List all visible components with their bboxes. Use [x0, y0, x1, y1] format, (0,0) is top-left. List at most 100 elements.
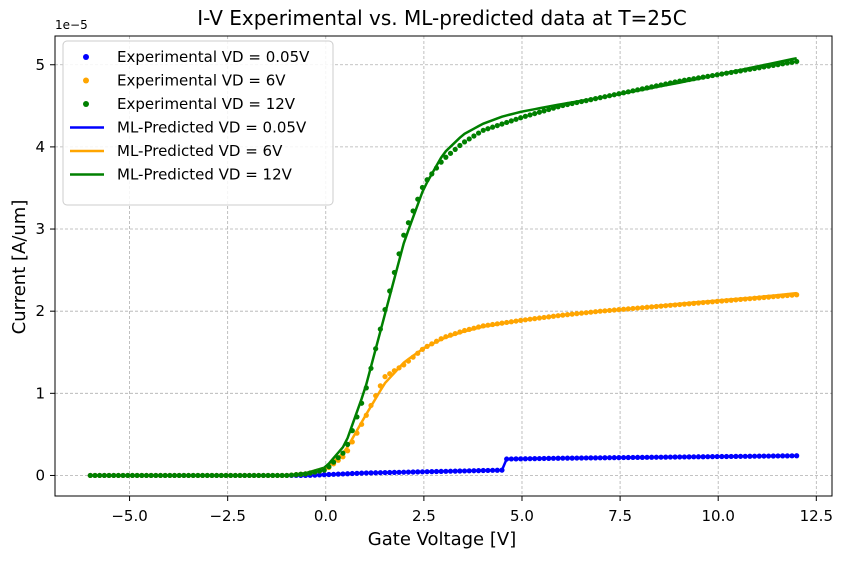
data-point — [766, 294, 772, 300]
data-point — [349, 470, 355, 477]
data-point — [532, 456, 538, 462]
data-point — [326, 464, 332, 470]
data-point — [709, 454, 716, 460]
data-point — [452, 146, 458, 153]
data-point — [115, 472, 121, 479]
data-point — [574, 99, 580, 106]
data-point — [429, 171, 435, 177]
data-point — [185, 472, 192, 479]
data-point — [737, 296, 744, 303]
data-point — [490, 467, 496, 473]
data-point — [461, 327, 468, 334]
data-point — [433, 338, 440, 344]
data-point — [756, 453, 762, 459]
data-point — [443, 154, 449, 160]
data-point — [691, 300, 697, 306]
data-point — [209, 472, 215, 479]
data-point — [686, 76, 692, 83]
data-point — [761, 453, 767, 459]
data-point — [377, 470, 383, 476]
data-point — [125, 472, 131, 479]
data-point — [466, 468, 472, 474]
data-point — [583, 310, 589, 316]
data-point — [106, 472, 112, 479]
data-point — [695, 454, 702, 460]
y-axis-offset-label: 1e−5 — [55, 18, 88, 32]
data-point — [143, 472, 150, 479]
data-point — [794, 453, 800, 459]
data-point — [555, 104, 561, 110]
data-point — [616, 455, 622, 461]
legend-label: Experimental VD = 12V — [117, 95, 296, 113]
y-tick-label: 0 — [35, 466, 45, 484]
legend-label: ML-Predicted VD = 6V — [117, 142, 283, 160]
data-point — [354, 414, 360, 420]
data-point — [494, 321, 500, 327]
data-point — [452, 468, 458, 474]
data-point — [373, 470, 379, 476]
data-point — [345, 471, 351, 477]
plot-data — [87, 56, 800, 479]
data-point — [359, 421, 365, 427]
data-point — [387, 371, 393, 377]
data-point — [616, 307, 622, 313]
legend-label: Experimental VD = 0.05V — [117, 48, 310, 66]
data-point — [326, 471, 332, 478]
data-point — [424, 343, 430, 349]
data-point — [770, 62, 776, 68]
data-point — [256, 472, 262, 479]
data-point — [111, 472, 117, 479]
data-point — [457, 468, 463, 474]
data-point — [471, 133, 477, 139]
x-tick-label: 7.5 — [608, 507, 632, 525]
data-point — [480, 467, 486, 474]
data-point — [522, 317, 528, 323]
data-point — [279, 472, 285, 479]
data-point — [433, 468, 440, 475]
data-point — [251, 472, 257, 479]
data-point — [153, 472, 159, 479]
data-point — [737, 68, 744, 74]
data-point — [714, 298, 720, 305]
data-point — [349, 439, 355, 445]
data-point — [695, 300, 702, 306]
data-point — [635, 454, 641, 461]
data-point — [583, 455, 589, 461]
data-point — [223, 472, 229, 479]
data-point — [546, 106, 552, 113]
data-point — [368, 470, 374, 476]
data-point — [499, 467, 505, 473]
data-point — [714, 72, 720, 78]
data-point — [480, 127, 486, 133]
data-point — [677, 301, 683, 308]
data-point — [485, 467, 491, 474]
data-point — [635, 305, 641, 311]
data-point — [635, 87, 641, 93]
data-point — [672, 454, 678, 460]
data-point — [345, 448, 351, 454]
data-point — [602, 308, 608, 314]
data-point — [555, 313, 561, 319]
data-point — [784, 60, 790, 66]
data-point — [719, 71, 725, 77]
data-point — [522, 456, 528, 462]
data-point — [382, 307, 388, 313]
data-point — [377, 326, 383, 332]
legend: Experimental VD = 0.05V Experimental VD =… — [62, 40, 334, 206]
data-point — [681, 77, 688, 83]
data-point — [452, 330, 458, 337]
data-point — [415, 469, 421, 475]
data-point — [92, 472, 98, 479]
data-point — [513, 318, 519, 324]
data-point — [560, 455, 566, 461]
data-point — [457, 329, 463, 335]
data-point — [606, 93, 613, 99]
data-point — [784, 453, 790, 459]
data-point — [653, 83, 659, 89]
data-point — [494, 467, 500, 473]
data-point — [354, 430, 360, 436]
data-point — [391, 469, 397, 475]
data-point — [737, 453, 744, 459]
data-point — [387, 288, 393, 294]
data-point — [218, 472, 224, 479]
